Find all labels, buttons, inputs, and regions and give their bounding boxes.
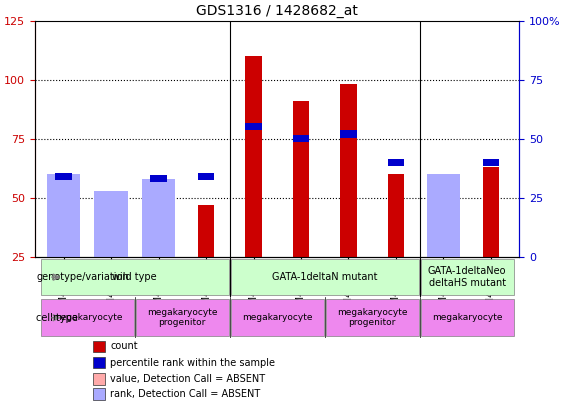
Text: rank, Detection Call = ABSENT: rank, Detection Call = ABSENT	[110, 389, 260, 399]
FancyBboxPatch shape	[231, 299, 324, 336]
Text: percentile rank within the sample: percentile rank within the sample	[110, 358, 275, 368]
FancyBboxPatch shape	[136, 299, 229, 336]
FancyBboxPatch shape	[41, 259, 229, 295]
FancyBboxPatch shape	[41, 299, 134, 336]
Text: value, Detection Call = ABSENT: value, Detection Call = ABSENT	[110, 374, 265, 384]
Bar	[93, 357, 105, 368]
Bar	[340, 84, 357, 257]
Bar	[245, 124, 262, 130]
Bar	[55, 173, 72, 180]
FancyBboxPatch shape	[421, 259, 514, 295]
Text: megakaryocyte: megakaryocyte	[432, 313, 502, 322]
Bar	[245, 56, 262, 257]
FancyBboxPatch shape	[231, 259, 419, 295]
Text: GATA-1deltaNeo
deltaHS mutant: GATA-1deltaNeo deltaHS mutant	[428, 266, 506, 288]
Bar	[142, 214, 175, 257]
FancyBboxPatch shape	[325, 299, 419, 336]
Bar	[93, 388, 105, 400]
Bar	[198, 173, 214, 180]
Bar	[47, 174, 80, 257]
Bar	[483, 159, 499, 166]
Bar	[483, 167, 499, 257]
Bar	[94, 226, 128, 257]
Text: megakaryocyte
progenitor: megakaryocyte progenitor	[337, 308, 407, 328]
Text: count: count	[110, 341, 138, 351]
Text: megakaryocyte
progenitor: megakaryocyte progenitor	[147, 308, 218, 328]
Bar	[47, 207, 80, 257]
Bar	[93, 373, 105, 384]
Text: GATA-1deltaN mutant: GATA-1deltaN mutant	[272, 272, 377, 282]
Title: GDS1316 / 1428682_at: GDS1316 / 1428682_at	[196, 4, 358, 18]
Text: megakaryocyte: megakaryocyte	[242, 313, 312, 322]
Bar	[388, 174, 405, 257]
Text: megakaryocyte: megakaryocyte	[52, 313, 123, 322]
Bar	[142, 179, 175, 257]
Bar	[427, 174, 460, 257]
Bar	[427, 202, 460, 257]
Bar	[388, 159, 405, 166]
Bar	[198, 205, 214, 257]
Bar	[293, 135, 309, 142]
Text: wild type: wild type	[112, 272, 157, 282]
Bar	[340, 130, 357, 138]
Bar	[94, 191, 128, 257]
FancyBboxPatch shape	[421, 299, 514, 336]
Text: cell type: cell type	[36, 313, 79, 323]
Bar	[293, 101, 309, 257]
Text: genotype/variation: genotype/variation	[36, 272, 129, 282]
Bar	[93, 341, 105, 352]
Bar	[150, 175, 167, 182]
